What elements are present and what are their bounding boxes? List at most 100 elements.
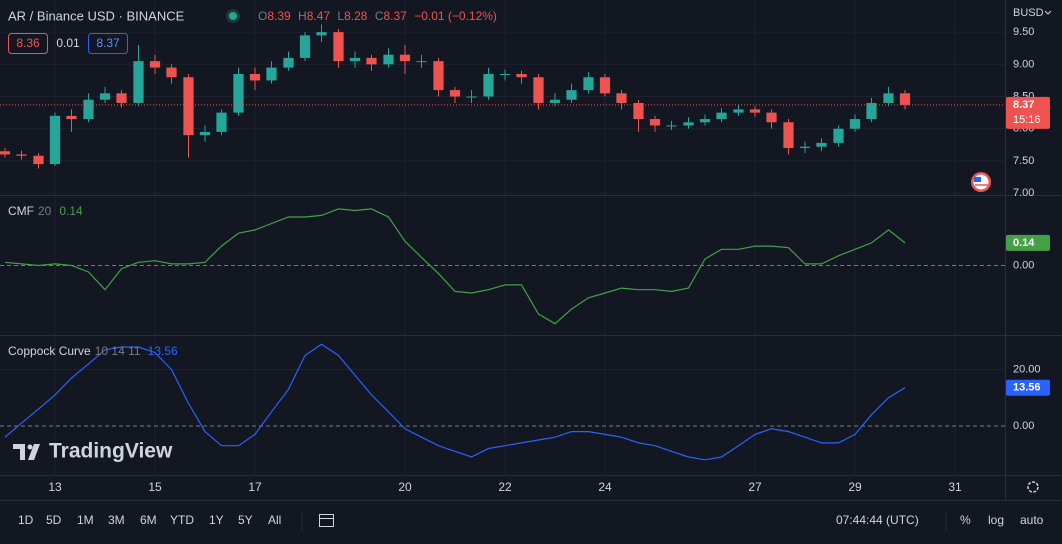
candle-body	[66, 115, 77, 120]
candle-body	[849, 119, 861, 129]
range-button[interactable]: 1M	[77, 513, 94, 527]
last-value-box	[1006, 379, 1050, 396]
watermark: TradingView	[13, 440, 173, 463]
y-tick-label: 7.50	[1013, 155, 1034, 167]
candle-body	[799, 146, 811, 149]
last-price-label: 8.37	[1013, 99, 1034, 111]
candle-body	[666, 125, 677, 127]
y-tick-label: 7.00	[1013, 187, 1034, 199]
ask-price[interactable]: 8.37	[96, 36, 120, 50]
candle-body	[683, 122, 694, 126]
last-value-box	[1006, 234, 1050, 251]
x-tick-label: 17	[248, 480, 262, 494]
spread: 0.01	[56, 36, 80, 50]
candle-body	[499, 74, 511, 76]
candle-body	[383, 54, 394, 65]
candle-body	[249, 74, 261, 81]
countdown: 15:16	[1013, 114, 1041, 126]
indicator-params: 10 14 11	[95, 344, 141, 358]
candle-body	[733, 109, 744, 113]
ohlc-key: O	[258, 9, 267, 23]
candle-body	[83, 99, 94, 120]
gear	[1027, 481, 1039, 493]
candle-body	[583, 77, 594, 91]
plots	[0, 24, 1005, 461]
indicator-value: 13.56	[148, 344, 178, 358]
candle-body	[599, 77, 611, 94]
candle-body	[883, 93, 894, 103]
ohlc-key: C	[375, 9, 384, 23]
x-tick-label: 13	[48, 480, 62, 494]
watermark-logo-dot	[27, 444, 33, 450]
candle-body	[99, 93, 111, 100]
x-tick-label: 22	[498, 480, 512, 494]
auto-toggle[interactable]: auto	[1020, 513, 1044, 527]
settings-icon[interactable]	[1027, 481, 1039, 493]
range-button[interactable]: 6M	[140, 513, 157, 527]
candle-body	[183, 77, 194, 136]
candle-body	[33, 155, 44, 165]
symbol-title: AR / Binance USD · BINANCE	[8, 8, 185, 23]
range-button[interactable]: 3M	[108, 513, 125, 527]
range-button[interactable]: YTD	[170, 513, 194, 527]
candle-body	[616, 93, 627, 103]
candle-body	[633, 102, 644, 120]
percent-toggle[interactable]: %	[960, 513, 971, 527]
ohlc-value: 8.37	[383, 9, 407, 23]
x-tick-label: 15	[148, 480, 162, 494]
range-button[interactable]: All	[268, 513, 281, 527]
candle-body	[166, 67, 177, 78]
candle-body	[649, 119, 661, 126]
last-value-label: 0.14	[1013, 237, 1035, 249]
candle-body	[566, 90, 577, 100]
currency-chevron	[1044, 10, 1052, 15]
log-toggle[interactable]: log	[988, 513, 1004, 527]
candle-body	[449, 90, 461, 97]
candle-body	[0, 151, 11, 155]
y-tick-label: 9.00	[1013, 58, 1034, 70]
candle-body	[266, 67, 277, 81]
x-tick-label: 29	[848, 480, 862, 494]
ohlc-key: L	[337, 9, 344, 23]
last-price-box	[1006, 96, 1050, 129]
sell-box[interactable]	[8, 33, 48, 54]
range-button[interactable]: 5Y	[238, 513, 253, 527]
indicator-name: Coppock Curve	[8, 344, 91, 358]
y-tick-label: 20.00	[1013, 363, 1041, 375]
indicator-line	[4, 343, 906, 461]
candle-body	[149, 61, 161, 68]
indicator-name: CMF	[8, 204, 34, 218]
currency[interactable]: BUSD	[1013, 7, 1044, 19]
candle-body	[116, 93, 127, 103]
candle-body	[899, 93, 911, 105]
range-button[interactable]: 1D	[18, 513, 34, 527]
candle-body	[333, 32, 344, 62]
candle-body	[49, 115, 61, 165]
grid	[0, 0, 1005, 475]
candle-body	[766, 112, 777, 123]
flag-icon	[971, 172, 991, 192]
x-tick-label: 31	[948, 480, 962, 494]
watermark-text: TradingView	[49, 440, 173, 463]
candle-body	[366, 57, 377, 65]
calendar-icon[interactable]	[319, 514, 334, 527]
indicator-legend: CMF 20 0.14	[8, 204, 83, 218]
candle-body	[466, 96, 477, 98]
candle-body	[483, 74, 494, 97]
x-tick-label: 20	[398, 480, 412, 494]
watermark-logo	[13, 444, 40, 460]
bid-price[interactable]: 8.36	[16, 36, 40, 50]
candle-body	[783, 122, 794, 149]
candle-body	[283, 57, 294, 68]
buy-box[interactable]	[88, 33, 128, 54]
range-button[interactable]: 1Y	[209, 513, 224, 527]
price-change: −0.01 (−0.12%)	[414, 9, 497, 23]
candle-body	[216, 112, 227, 132]
candle-body	[749, 109, 761, 113]
candle-body	[349, 57, 361, 62]
candle-body	[549, 99, 561, 103]
ohlc-value: 8.28	[344, 9, 368, 23]
range-button[interactable]: 5D	[46, 513, 62, 527]
candle-body	[233, 74, 244, 113]
